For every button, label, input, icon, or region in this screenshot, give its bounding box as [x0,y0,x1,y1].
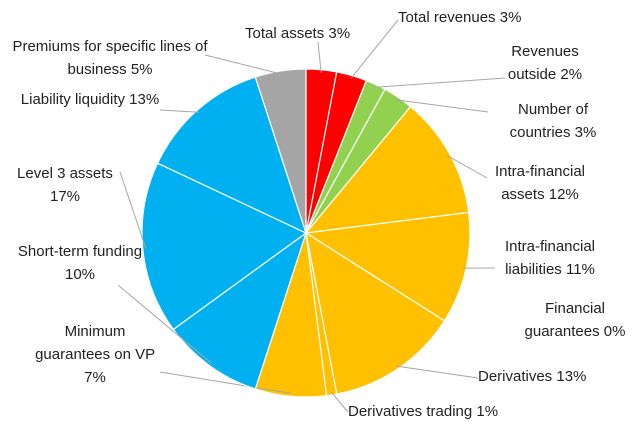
slice-label: Total revenues 3% [398,6,548,29]
slice-label: Minimum guarantees on VP 7% [30,320,160,389]
value-label: 13% [129,91,160,108]
slice-label: Premiums for specific lines of business … [10,35,210,81]
leader-line [204,54,281,75]
pie-slice [304,105,470,234]
leader-line [374,77,506,88]
leader-line [119,171,147,249]
category-name: Total assets [245,25,325,42]
leader-line [350,19,399,79]
category-name: Intra-financial liabilities [504,238,596,278]
value-label: 7% [84,369,106,386]
value-label: 17% [49,188,81,205]
value-label: 10% [64,266,96,283]
pie-slice [304,211,471,322]
pie-slice [254,68,307,234]
slice-label: Financial guarantees 0% [520,297,630,343]
slice-label: Intra-financial liabilities 11% [492,235,608,281]
pie-slice [156,76,307,235]
pie-slice [172,231,308,390]
category-name: Number of countries [509,101,589,141]
value-label: 0% [603,323,626,340]
value-label: 3% [499,9,522,26]
value-label: 3% [328,25,351,42]
leader-line [159,371,291,394]
slice-label: Liability liquidity 13% [15,88,165,111]
category-name: Financial guarantees [524,300,606,340]
value-label: 1% [476,403,499,420]
leader-line [330,391,349,413]
value-label: 13% [556,368,587,385]
category-name: Short-term funding [17,243,143,260]
slice-label: Number of countries 3% [488,98,618,144]
value-label: 5% [130,61,153,78]
leader-line [159,109,200,113]
slice-label: Total assets 3% [245,22,375,45]
category-name: Liability liquidity [20,91,125,108]
pie-slice [305,231,446,395]
slice-label: Intra-financial assets 12% [485,160,595,206]
category-name: Minimum guarantees on VP [35,323,155,363]
leader-line [396,99,489,113]
slice-label: Revenues outside 2% [490,40,600,86]
value-label: 3% [574,124,597,141]
value-label: 11% [565,261,595,278]
slice-label: Derivatives trading 1% [348,400,528,423]
leader-line [446,155,488,179]
category-name: Premiums for specific lines of business [12,38,208,78]
value-label: 12% [548,186,579,203]
category-name: Revenues outside [507,43,579,83]
slice-label: Short-term funding 10% [15,240,145,286]
slice-label: Derivatives 13% [478,365,608,388]
value-label: 2% [560,66,583,83]
category-name: Derivatives [478,368,553,385]
leader-line [317,41,322,73]
pie-slice [141,162,308,331]
category-name: Derivatives trading [348,403,473,420]
category-name: Level 3 assets [17,165,113,182]
leader-line [117,284,212,364]
leader-line [396,365,479,379]
category-name: Total revenues [398,9,496,26]
slice-label: Level 3 assets 17% [5,162,125,208]
category-name: Intra-financial assets [494,163,586,203]
